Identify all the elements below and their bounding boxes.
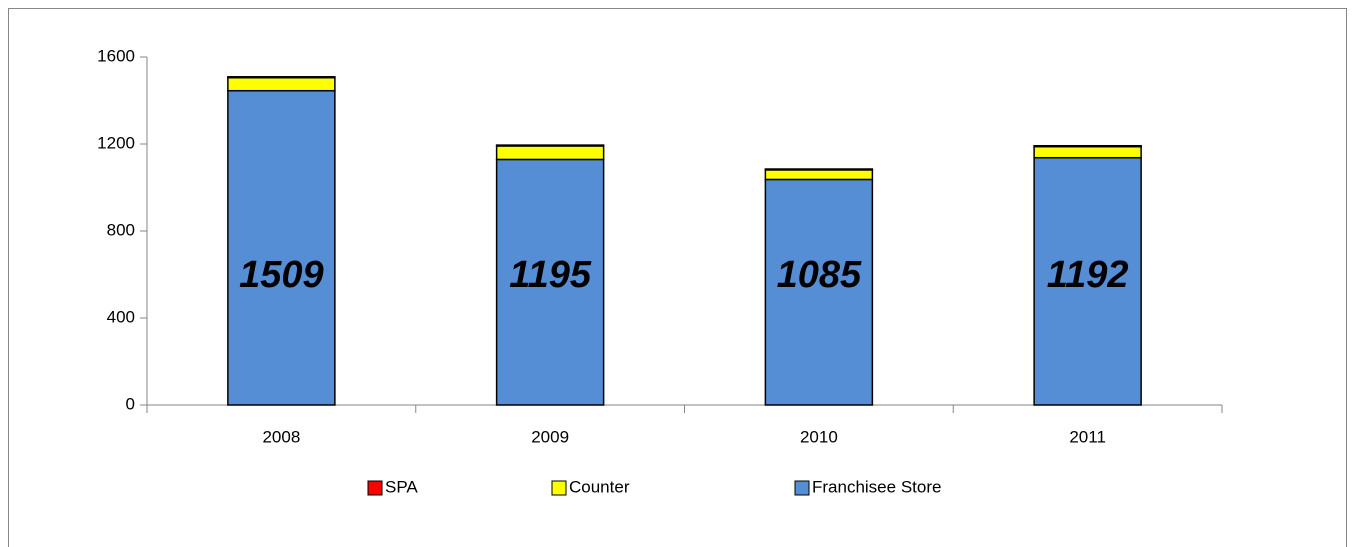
legend-swatch: [551, 480, 567, 496]
x-tick-label: 2008: [262, 427, 300, 446]
legend-label: SPA: [385, 477, 418, 496]
bar-segment: [227, 89, 336, 406]
y-tick-label: 400: [107, 307, 135, 326]
x-tick-label: 2011: [1069, 427, 1106, 446]
bar-segment: [1033, 145, 1142, 159]
bar-segment: [1033, 144, 1142, 148]
legend-label: Franchisee Store: [812, 477, 941, 496]
bar-segment: [764, 168, 874, 171]
y-tick-label: 0: [126, 394, 135, 413]
bar-segment: [227, 76, 336, 92]
legend-label: Counter: [569, 477, 630, 496]
bar-segment: [227, 76, 336, 79]
total-label: 1085: [777, 254, 862, 296]
bar-segment: [495, 158, 605, 406]
legend-swatch: [794, 480, 810, 496]
legend-swatch: [367, 480, 383, 496]
total-label: 1192: [1047, 254, 1129, 296]
y-tick-label: 1600: [97, 46, 135, 65]
chart-frame: [8, 8, 1347, 547]
x-tick-label: 2009: [531, 427, 569, 446]
bar-segment: [495, 145, 605, 161]
x-tick-label: 2010: [800, 427, 838, 446]
y-tick-label: 1200: [97, 133, 135, 152]
total-label: 1509: [239, 254, 324, 296]
bar-segment: [764, 169, 874, 181]
bar-segment: [764, 178, 874, 406]
y-tick-label: 800: [107, 220, 135, 239]
bar-segment: [495, 144, 605, 147]
total-label: 1195: [509, 254, 592, 296]
